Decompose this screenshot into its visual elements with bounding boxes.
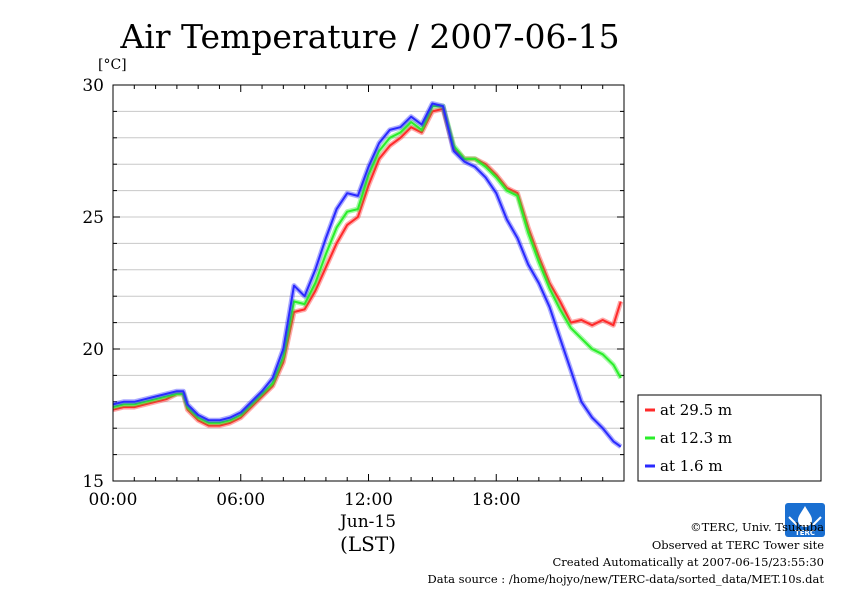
x-tick-label: 06:00 [216, 490, 265, 510]
axis-ticks: 00:00 06:00 12:00 18:00 15 20 25 30 [82, 76, 625, 510]
y-tick-label: 25 [82, 208, 104, 228]
legend-label: at 1.6 m [660, 457, 723, 475]
x-axis-date-label: Jun-15 [338, 512, 396, 532]
y-tick-label: 15 [82, 472, 104, 492]
x-tick-label: 00:00 [89, 490, 138, 510]
legend-box [637, 394, 822, 482]
legend: at 29.5 m at 12.3 m at 1.6 m [637, 394, 822, 482]
footer-observed: Observed at TERC Tower site [652, 538, 824, 552]
x-axis-timezone-label: (LST) [340, 532, 396, 556]
footer-source: Data source : /home/hojyo/new/TERC-data/… [427, 572, 824, 586]
legend-label: at 29.5 m [660, 401, 732, 419]
x-tick-label: 12:00 [344, 490, 393, 510]
grid-lines [113, 110, 624, 456]
terc-logo: TERC [785, 503, 825, 537]
series-band [112, 106, 624, 429]
plot-frame [112, 84, 625, 482]
y-axis-unit: [°C] [98, 57, 127, 73]
series-line [112, 102, 622, 448]
logo-text: TERC [795, 529, 815, 537]
footer-created: Created Automatically at 2007-06-15/23:5… [553, 555, 825, 569]
series-line [112, 107, 622, 427]
y-tick-label: 30 [82, 76, 104, 96]
series-layer [112, 101, 624, 449]
y-tick-label: 20 [82, 340, 104, 360]
logo-wave-icon [788, 516, 822, 526]
legend-label: at 12.3 m [660, 429, 732, 447]
x-tick-label: 18:00 [472, 490, 521, 510]
series-line [112, 105, 622, 424]
footer-copyright: ©TERC, Univ. Tsukuba [690, 520, 824, 534]
water-drop-icon [798, 506, 812, 527]
chart-title: Air Temperature / 2007-06-15 [119, 17, 619, 56]
